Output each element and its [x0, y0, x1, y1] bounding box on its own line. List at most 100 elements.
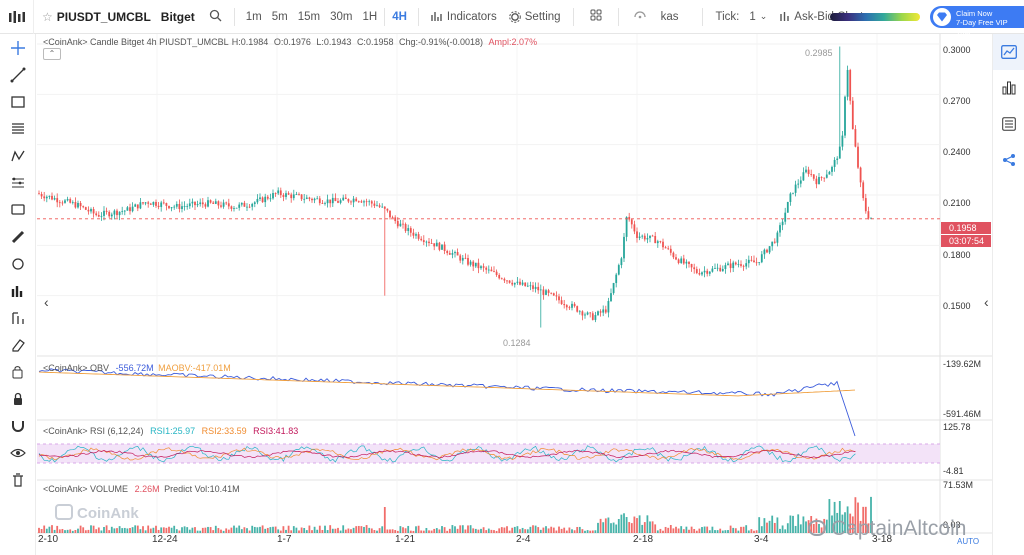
setting-button[interactable]: Setting — [503, 11, 567, 23]
candle-body — [643, 235, 646, 240]
candle-body — [563, 304, 566, 306]
volume-bar — [51, 525, 53, 533]
timeframe-4h[interactable]: 4H — [392, 10, 407, 23]
candle-body — [64, 200, 66, 203]
rectangle-icon[interactable] — [0, 88, 36, 115]
candle-body — [805, 169, 807, 173]
volume-bar — [625, 517, 628, 533]
volume-bar — [173, 525, 176, 533]
auto-scale-toggle[interactable]: AUTO — [957, 537, 980, 546]
trash-icon[interactable] — [0, 466, 36, 493]
volume-bar — [40, 528, 43, 533]
text-icon[interactable] — [0, 196, 36, 223]
candle-body — [407, 228, 410, 231]
timeframe-15m[interactable]: 15m — [297, 10, 321, 23]
candle-body — [196, 204, 199, 206]
volume-bar — [651, 521, 654, 533]
candle-body — [578, 311, 581, 313]
timeframe-1m[interactable]: 1m — [245, 10, 262, 23]
magnet-lock-icon[interactable] — [0, 358, 36, 385]
candle-body — [591, 313, 594, 320]
collapse-legend-button[interactable]: ⌃ — [43, 48, 61, 60]
list-icon[interactable] — [993, 106, 1024, 142]
indicators-button[interactable]: Indicators — [425, 11, 503, 23]
layout-grid-icon[interactable] — [590, 9, 602, 24]
ticker-search-value[interactable]: kas — [660, 10, 679, 23]
exchange-name: Bitget — [160, 9, 195, 24]
brush-icon[interactable] — [0, 250, 36, 277]
volume-bar — [742, 526, 745, 533]
volume-bar — [269, 527, 272, 533]
compare-icon[interactable] — [633, 10, 647, 23]
measure-icon[interactable] — [0, 169, 36, 196]
volume-bar — [706, 526, 709, 533]
volume-bar — [201, 527, 204, 533]
volume-bar — [555, 530, 558, 533]
volume-bar — [220, 529, 222, 533]
rsi3-value: RSI3:41.83 — [253, 426, 299, 436]
eraser-icon[interactable] — [0, 331, 36, 358]
candle-countdown: 03:07:54 — [941, 235, 991, 247]
timeframe-5m[interactable]: 5m — [271, 10, 288, 23]
pattern-icon[interactable] — [0, 142, 36, 169]
volume-bar — [355, 526, 358, 533]
bar-stats-icon[interactable] — [993, 70, 1024, 106]
candle-body — [724, 265, 727, 269]
candle-body — [477, 262, 480, 269]
candle-body — [305, 197, 308, 199]
eye-icon[interactable] — [0, 439, 36, 466]
ruler-icon[interactable] — [0, 223, 36, 250]
candle-body — [264, 196, 267, 203]
candle-body — [207, 200, 209, 207]
candle-body — [201, 202, 204, 205]
gear-icon — [508, 10, 521, 23]
symbol-selector[interactable]: ☆ PIUSDT_UMCBL Bitget — [34, 10, 203, 24]
share-icon[interactable] — [993, 142, 1024, 178]
volume-bar — [316, 529, 319, 533]
scroll-right-arrow-icon[interactable]: ‹ — [984, 294, 989, 310]
rsi1-value: RSI1:25.97 — [150, 426, 196, 436]
candle-body — [711, 268, 714, 272]
candle-body — [214, 201, 217, 204]
volume-bar — [339, 530, 342, 533]
volume-bar — [482, 527, 485, 533]
volume-bar — [160, 527, 163, 533]
volume-bar — [394, 530, 397, 533]
candle-body — [69, 199, 72, 203]
candle-body — [758, 262, 761, 263]
lock-icon[interactable] — [0, 385, 36, 412]
candle-body — [482, 266, 485, 268]
volume-bar — [526, 529, 529, 533]
volume-bar — [485, 530, 488, 533]
candle-body — [506, 280, 508, 282]
bar-chart-icon[interactable] — [0, 277, 36, 304]
crosshair-icon[interactable] — [0, 34, 36, 61]
pitchfork-icon[interactable] — [0, 304, 36, 331]
volume-bar — [308, 525, 311, 533]
timeframe-30m[interactable]: 30m — [330, 10, 353, 23]
chart-area[interactable] — [37, 34, 992, 555]
search-icon[interactable] — [209, 9, 222, 25]
fib-icon[interactable] — [0, 115, 36, 142]
vip-trial-promo-button[interactable]: Claim Now 7-Day Free VIP Trial — [930, 6, 1024, 36]
candle-body — [862, 182, 865, 199]
tick-value: 1 — [749, 10, 756, 23]
candle-body — [659, 241, 662, 243]
volume-bar — [77, 528, 79, 533]
heatmap-color-scale[interactable] — [830, 13, 920, 21]
favorite-star-icon[interactable]: ☆ — [42, 9, 53, 24]
timeframe-1h[interactable]: 1H — [362, 10, 378, 23]
volume-bar — [329, 525, 332, 533]
volume-bar — [292, 526, 295, 533]
chart-settings-icon[interactable] — [993, 34, 1024, 70]
price-axis-label: 0.2100 — [943, 198, 971, 208]
scroll-left-arrow-icon[interactable]: ‹ — [44, 294, 49, 310]
volume-bar — [664, 526, 667, 533]
tick-selector[interactable]: Tick: 1 ⌄ — [709, 11, 773, 23]
candle-body — [789, 193, 792, 202]
volume-bar — [745, 525, 748, 533]
volume-bar — [493, 530, 495, 533]
trendline-icon[interactable] — [0, 61, 36, 88]
magnet-icon[interactable] — [0, 412, 36, 439]
time-axis-label: 12-24 — [152, 534, 178, 545]
